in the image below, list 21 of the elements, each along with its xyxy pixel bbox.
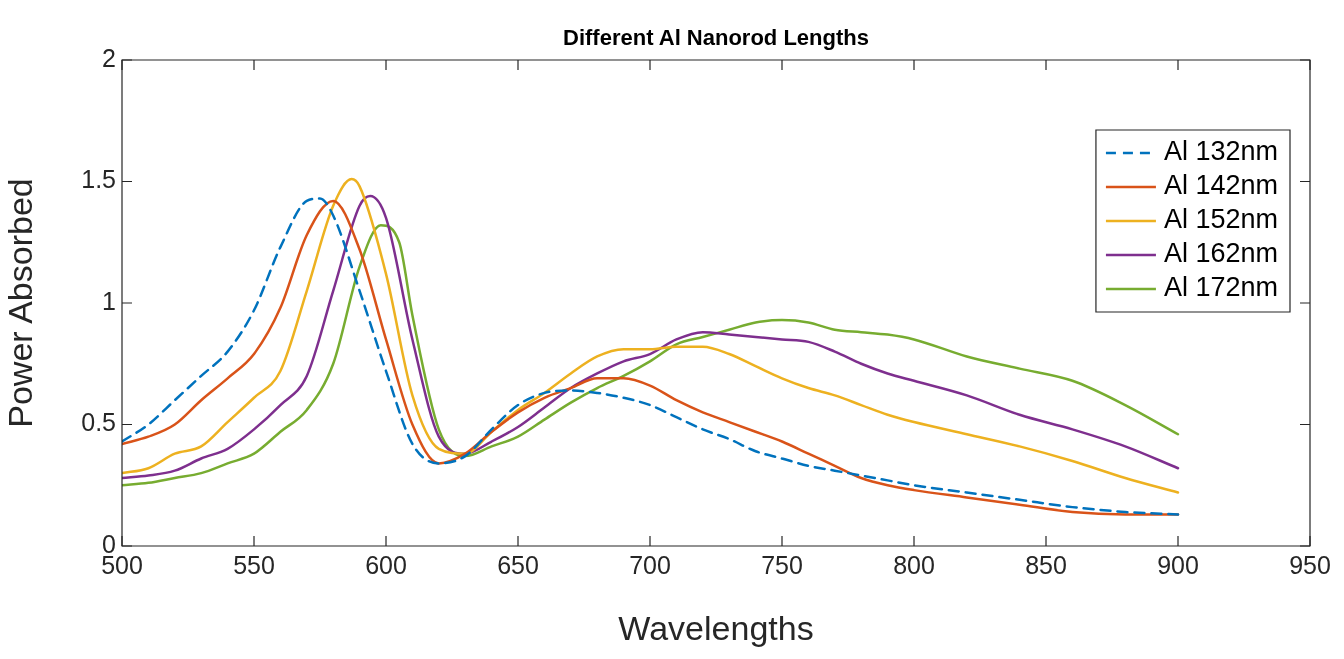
x-tick-label: 550 bbox=[233, 550, 275, 579]
x-tick-label: 800 bbox=[893, 550, 935, 579]
y-tick-label: 0.5 bbox=[81, 408, 116, 437]
x-tick-label: 900 bbox=[1157, 550, 1199, 579]
y-axis-title: Power Absorbed bbox=[0, 178, 39, 428]
x-tick-label: 700 bbox=[629, 550, 671, 579]
legend-label: Al 132nm bbox=[1163, 136, 1279, 167]
legend-label: Al 172nm bbox=[1163, 272, 1279, 303]
y-tick-label: 2 bbox=[102, 43, 116, 72]
x-tick-label: 950 bbox=[1289, 550, 1331, 579]
legend-label: Al 152nm bbox=[1163, 204, 1279, 235]
chart-title: Different Al Nanorod Lengths bbox=[563, 25, 869, 51]
x-tick-label: 650 bbox=[497, 550, 539, 579]
legend-label: Al 162nm bbox=[1163, 238, 1279, 269]
x-axis-title: Wavelengths bbox=[618, 608, 814, 647]
y-tick-label: 1.5 bbox=[81, 165, 116, 194]
legend-label: Al 142nm bbox=[1163, 170, 1279, 201]
x-tick-label: 750 bbox=[761, 550, 803, 579]
x-tick-label: 600 bbox=[365, 550, 407, 579]
y-tick-label: 1 bbox=[102, 286, 116, 315]
x-tick-label: 850 bbox=[1025, 550, 1067, 579]
